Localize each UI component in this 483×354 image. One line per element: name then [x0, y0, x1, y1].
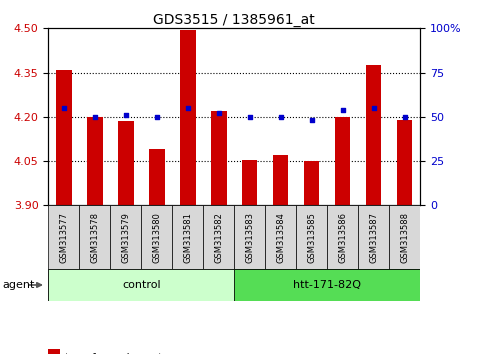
- Text: GSM313583: GSM313583: [245, 212, 254, 263]
- Bar: [56, 70, 71, 205]
- Bar: [172, 205, 203, 269]
- Point: [153, 114, 161, 120]
- Point: [370, 105, 378, 111]
- Point: [122, 112, 129, 118]
- Text: GSM313581: GSM313581: [183, 212, 192, 263]
- Text: GSM313586: GSM313586: [338, 212, 347, 263]
- Bar: [273, 155, 288, 205]
- Bar: [265, 205, 296, 269]
- Bar: [118, 121, 133, 205]
- Point: [91, 114, 99, 120]
- Bar: [149, 149, 165, 205]
- Point: [339, 107, 347, 113]
- Bar: [389, 205, 420, 269]
- Bar: [358, 205, 389, 269]
- Bar: [234, 205, 265, 269]
- Point: [277, 114, 284, 120]
- Bar: [304, 161, 319, 205]
- Bar: [48, 205, 79, 269]
- Text: GSM313584: GSM313584: [276, 212, 285, 263]
- Point: [246, 114, 254, 120]
- Text: GSM313582: GSM313582: [214, 212, 223, 263]
- Point: [184, 105, 192, 111]
- Point: [401, 114, 409, 120]
- Point: [215, 110, 223, 116]
- Bar: [366, 65, 382, 205]
- Point: [60, 105, 68, 111]
- Bar: [79, 205, 110, 269]
- Text: GSM313587: GSM313587: [369, 212, 378, 263]
- Text: GSM313577: GSM313577: [59, 212, 68, 263]
- Text: htt-171-82Q: htt-171-82Q: [293, 280, 361, 290]
- Bar: [327, 205, 358, 269]
- Bar: [296, 205, 327, 269]
- Text: GSM313579: GSM313579: [121, 212, 130, 263]
- Bar: [234, 269, 420, 301]
- Text: GSM313578: GSM313578: [90, 212, 99, 263]
- Bar: [141, 205, 172, 269]
- Bar: [110, 205, 142, 269]
- Bar: [203, 205, 234, 269]
- Bar: [48, 269, 234, 301]
- Text: GSM313585: GSM313585: [307, 212, 316, 263]
- Bar: [180, 30, 196, 205]
- Text: GSM313580: GSM313580: [152, 212, 161, 263]
- Text: transformed count: transformed count: [65, 353, 162, 354]
- Text: control: control: [122, 280, 160, 290]
- Point: [308, 118, 315, 123]
- Bar: [242, 160, 257, 205]
- Bar: [87, 117, 102, 205]
- Text: agent: agent: [2, 280, 35, 290]
- Bar: [397, 120, 412, 205]
- Bar: [335, 117, 351, 205]
- Text: GSM313588: GSM313588: [400, 212, 409, 263]
- Bar: [211, 111, 227, 205]
- Title: GDS3515 / 1385961_at: GDS3515 / 1385961_at: [154, 13, 315, 27]
